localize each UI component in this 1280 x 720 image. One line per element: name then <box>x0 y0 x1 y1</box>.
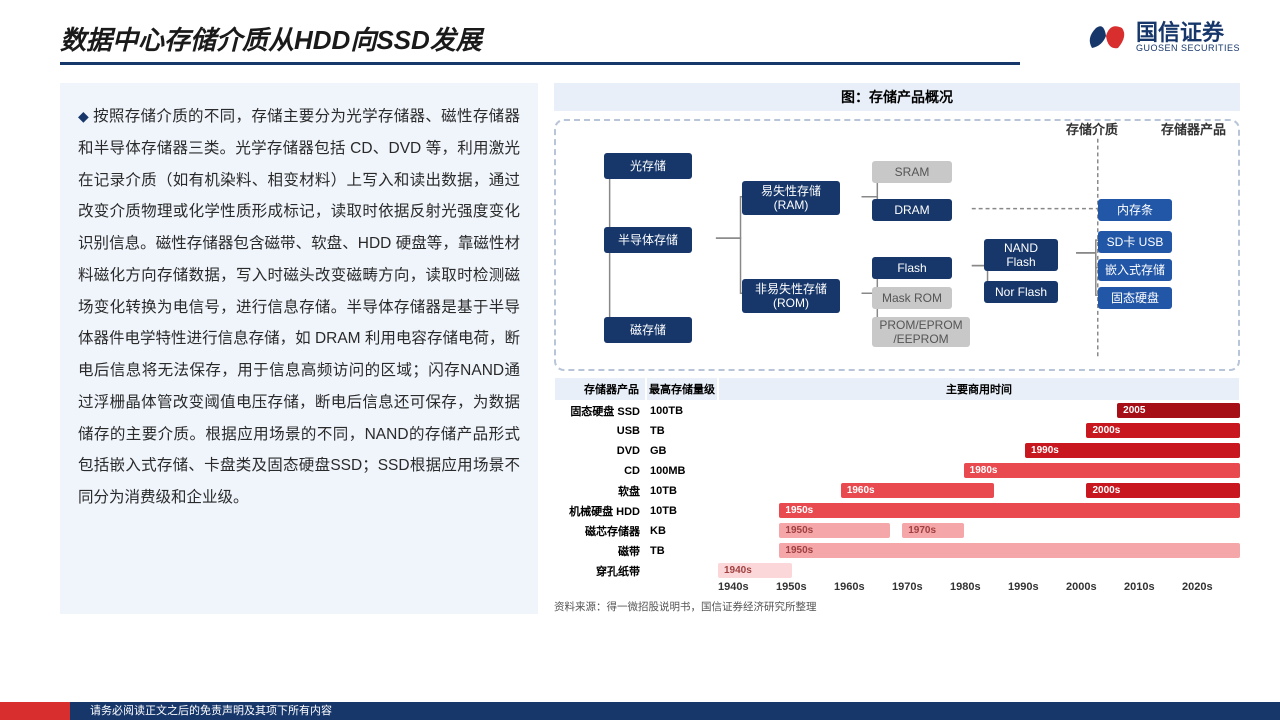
timeline-row: 穿孔纸带1940s <box>554 561 1240 581</box>
node-mrom: Mask ROM <box>872 287 952 309</box>
timeline-axis: 1940s1950s1960s1970s1980s1990s2000s2010s… <box>718 581 1240 593</box>
timeline-bar <box>779 503 1240 518</box>
node-mag: 磁存储 <box>604 317 692 343</box>
timeline-row: CD100MB1980s <box>554 461 1240 481</box>
node-ssd: 固态硬盘 <box>1098 287 1172 309</box>
timeline-row: 固态硬盘 SSD100TB2005 <box>554 401 1240 421</box>
node-semi: 半导体存储 <box>604 227 692 253</box>
node-prom: PROM/EPROM/EEPROM <box>872 317 970 347</box>
storage-diagram: 存储介质 存储器产品 光存储半导体存储磁存储 易失性存储(RAM) 非易失性存储(R… <box>554 119 1240 371</box>
node-sd: SD卡 USB <box>1098 231 1172 253</box>
timeline-row: 磁芯存储器KB1950s1970s <box>554 521 1240 541</box>
logo-text-en: GUOSEN SECURITIES <box>1136 44 1240 53</box>
node-ram: 易失性存储(RAM) <box>742 181 840 215</box>
footer-text: 请务必阅读正文之后的免责声明及其项下所有内容 <box>70 702 1280 720</box>
footer: 请务必阅读正文之后的免责声明及其项下所有内容 <box>0 702 1280 720</box>
title-underline <box>60 62 1020 65</box>
timeline-col-period: 主要商用时间 <box>718 377 1240 401</box>
node-dram: DRAM <box>872 199 952 221</box>
timeline-chart: 存储器产品 最高存储量级 主要商用时间 固态硬盘 SSD100TB2005USB… <box>554 377 1240 593</box>
timeline-col-capacity: 最高存储量级 <box>646 377 718 401</box>
logo: 国信证券 GUOSEN SECURITIES <box>1084 18 1240 56</box>
timeline-row: DVDGB1990s <box>554 441 1240 461</box>
figure-title: 图：存储产品概况 <box>554 83 1240 111</box>
timeline-bar <box>964 463 1240 478</box>
timeline-row: 软盘10TB1960s2000s <box>554 481 1240 501</box>
logo-text-cn: 国信证券 <box>1136 22 1240 44</box>
node-nor: Nor Flash <box>984 281 1058 303</box>
node-nand: NANDFlash <box>984 239 1058 271</box>
node-sram: SRAM <box>872 161 952 183</box>
body-paragraph: 按照存储介质的不同，存储主要分为光学存储器、磁性存储器和半导体存储器三类。光学存… <box>78 108 520 506</box>
bullet-icon: ◆ <box>78 108 89 124</box>
timeline-row: USBTB2000s <box>554 421 1240 441</box>
body-text: ◆按照存储介质的不同，存储主要分为光学存储器、磁性存储器和半导体存储器三类。光学… <box>60 83 538 614</box>
page-title: 数据中心存储介质从HDD向SSD发展 <box>60 20 482 57</box>
node-flash: Flash <box>872 257 952 279</box>
node-memstick: 内存条 <box>1098 199 1172 221</box>
source-note: 资料来源：得一微招股说明书，国信证券经济研究所整理 <box>554 599 1240 614</box>
diagram-header-product: 存储器产品 <box>1161 119 1226 138</box>
diagram-header-medium: 存储介质 <box>1066 119 1118 138</box>
timeline-row: 机械硬盘 HDD10TB1950s <box>554 501 1240 521</box>
timeline-col-product: 存储器产品 <box>554 377 646 401</box>
node-rom: 非易失性存储(ROM) <box>742 279 840 313</box>
node-optical: 光存储 <box>604 153 692 179</box>
logo-icon <box>1084 18 1128 56</box>
node-embed: 嵌入式存储 <box>1098 259 1172 281</box>
timeline-row: 磁带TB1950s <box>554 541 1240 561</box>
timeline-bar <box>779 543 1240 558</box>
